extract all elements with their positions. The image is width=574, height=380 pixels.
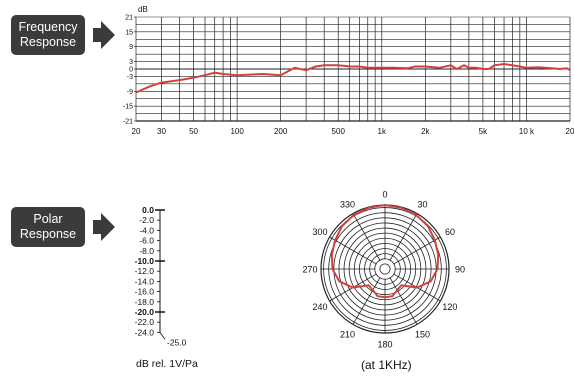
- y-tick-label: 9: [129, 44, 133, 51]
- polar-angle-label: 0: [382, 190, 387, 200]
- x-tick-label: 50: [189, 127, 198, 136]
- x-tick-label: 30: [157, 127, 166, 136]
- y-tick-label: 3: [129, 59, 133, 66]
- scale-caption: dB rel. 1V/Pa: [136, 358, 198, 370]
- x-tick-label: 20: [566, 127, 574, 136]
- polar-angle-label: 330: [340, 200, 355, 210]
- scale-tick-label: -20.0: [135, 307, 155, 317]
- polar-angle-label: 300: [313, 227, 328, 237]
- x-tick-label: 2k: [421, 127, 430, 136]
- right-arrow-icon: [93, 213, 115, 241]
- x-tick-label: 500: [332, 127, 346, 136]
- right-arrow-icon: [93, 21, 115, 49]
- polar-angle-label: 210: [340, 329, 355, 339]
- polar-ring: [374, 258, 396, 280]
- scale-tick-label: -25.0: [167, 337, 187, 347]
- x-tick-label: 200: [274, 127, 288, 136]
- polar-response-chart: 0 30 60 90 120 150 180 210 240 270 300 330: [302, 190, 465, 350]
- scale-tick-label: 0.0: [142, 205, 154, 215]
- polar-spoke: [389, 277, 418, 325]
- polar-angle-label: 150: [415, 329, 430, 339]
- polar-response-tag: Polar Response: [11, 207, 117, 247]
- polar-response-curve: [330, 203, 440, 299]
- x-tick-label: 5k: [479, 127, 488, 136]
- polar-response-label: Polar Response: [11, 207, 85, 247]
- y-tick-label: 21: [125, 15, 133, 22]
- polar-spoke: [393, 236, 441, 265]
- y-tick-label: -9: [127, 89, 133, 96]
- scale-tick-label: -16.0: [135, 287, 155, 297]
- polar-db-scale: 0.0-2.0-4.0-6.0-8.0-10.0-12.0-14.0-16.0-…: [135, 205, 187, 347]
- x-tick-label: 10 k: [519, 127, 535, 136]
- polar-angle-label: 30: [417, 200, 427, 210]
- polar-ring: [379, 263, 391, 275]
- polar-angle-label: 120: [442, 302, 457, 312]
- y-axis-unit-label: dB: [138, 5, 148, 14]
- scale-tick-label: -10.0: [135, 256, 155, 266]
- polar-spoke: [329, 236, 377, 265]
- y-tick-label: -21: [123, 119, 133, 126]
- scale-tick-label: -6.0: [139, 236, 154, 246]
- scale-tick-label: -8.0: [139, 246, 154, 256]
- polar-angle-label: 240: [313, 302, 328, 312]
- scale-tick-label: -4.0: [139, 225, 154, 235]
- scale-tick-mark: [159, 332, 166, 340]
- x-tick-label: 100: [230, 127, 244, 136]
- polar-angle-label: 60: [445, 227, 455, 237]
- y-tick-label: -3: [127, 74, 133, 81]
- x-tick-label: 1k: [378, 127, 387, 136]
- y-tick-label: -15: [123, 104, 133, 111]
- y-tick-label: 0: [129, 67, 133, 74]
- polar-caption: (at 1KHz): [361, 358, 412, 372]
- scale-tick-label: -14.0: [135, 276, 155, 286]
- scale-tick-label: -2.0: [139, 215, 154, 225]
- frequency-response-tag: Frequency Response: [11, 15, 117, 55]
- frequency-response-label: Frequency Response: [11, 15, 85, 55]
- frequency-response-curve: [135, 62, 571, 94]
- polar-spoke: [389, 213, 418, 261]
- scale-tick-label: -22.0: [135, 317, 155, 327]
- polar-spoke: [352, 277, 381, 325]
- scale-tick-label: -18.0: [135, 297, 155, 307]
- y-tick-label: 15: [125, 29, 133, 36]
- scale-tick-label: -12.0: [135, 266, 155, 276]
- polar-angle-label: 90: [455, 265, 465, 275]
- x-tick-label: 20: [132, 127, 141, 136]
- polar-angle-label: 270: [302, 265, 317, 275]
- polar-angle-label: 180: [377, 340, 392, 350]
- scale-tick-label: -24.0: [135, 327, 155, 337]
- polar-spoke: [352, 213, 381, 261]
